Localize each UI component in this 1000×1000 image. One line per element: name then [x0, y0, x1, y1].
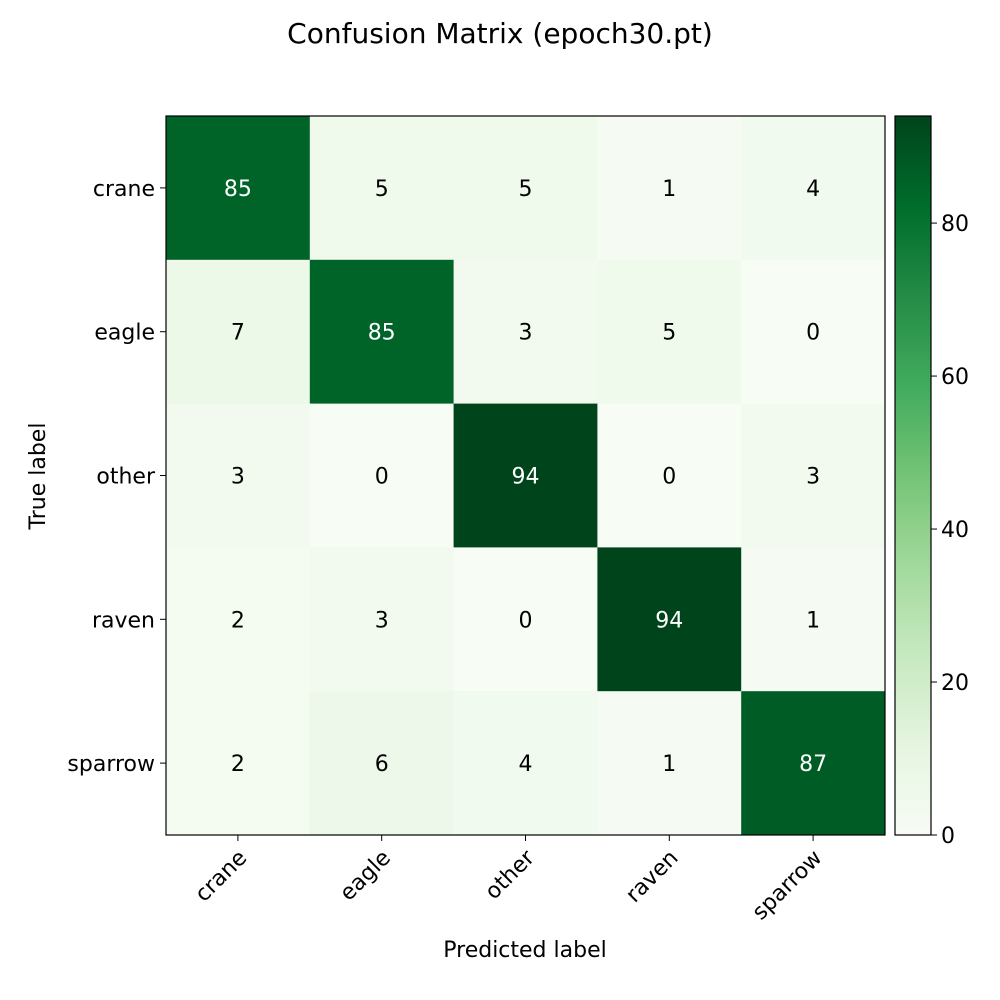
colorbar-tick-label: 80 [941, 212, 969, 237]
heatmap-cells [166, 116, 886, 836]
colorbar-ticks: 0 20 40 60 80 [931, 212, 969, 849]
heatmap-cell [166, 259, 311, 405]
heatmap-cell [453, 691, 598, 836]
cell-value-label: 87 [799, 752, 827, 777]
cell-value-label: 3 [806, 465, 820, 490]
heatmap-cell [453, 547, 598, 692]
y-tick-label: raven [92, 608, 155, 633]
heatmap-cell [166, 403, 311, 548]
colorbar [894, 115, 932, 836]
heatmap-cell [597, 547, 742, 692]
x-tick-label: other [481, 845, 541, 905]
cell-value-label: 94 [655, 608, 683, 633]
cell-value-label: 5 [519, 177, 533, 202]
cell-value-label: 3 [231, 465, 245, 490]
cell-value-label: 0 [662, 465, 676, 490]
x-tick-label: raven [621, 846, 683, 908]
heatmap-cell [309, 691, 455, 836]
x-tick-label: sparrow [748, 846, 828, 926]
heatmap-cell [309, 259, 455, 405]
colorbar-tick-label: 20 [941, 671, 969, 696]
cell-value-label: 4 [806, 177, 820, 202]
heatmap-cell [741, 116, 886, 261]
colorbar-tick-label: 0 [941, 824, 955, 849]
heatmap-cell [741, 403, 886, 548]
heatmap-cell [166, 547, 311, 692]
heatmap-cell [597, 259, 742, 405]
x-axis-ticks: crane eagle other raven sparrow [191, 835, 828, 926]
cell-value-label: 0 [519, 608, 533, 633]
heatmap-cell [309, 547, 455, 692]
cell-value-label: 1 [662, 752, 676, 777]
x-tick-label: eagle [335, 846, 396, 907]
y-tick-label: other [96, 465, 156, 490]
heatmap-cell [597, 403, 742, 548]
heatmap-cell [741, 259, 886, 405]
heatmap-cell [166, 691, 311, 836]
cell-value-label: 7 [231, 321, 245, 346]
heatmap-cell [597, 116, 742, 261]
cell-value-label: 0 [375, 465, 389, 490]
chart-title: Confusion Matrix (epoch30.pt) [287, 17, 713, 50]
heatmap-cell [166, 116, 311, 261]
heatmap-cell [741, 547, 886, 692]
y-axis-label: True label [26, 423, 51, 531]
x-tick-label: crane [191, 846, 253, 908]
heatmap-cell [309, 403, 455, 548]
colorbar-tick-label: 40 [941, 518, 969, 543]
heatmap-cell [309, 116, 455, 261]
y-tick-label: eagle [94, 321, 155, 346]
cell-value-label: 94 [512, 465, 540, 490]
y-tick-label: crane [93, 177, 155, 202]
cell-value-label: 85 [224, 177, 252, 202]
heatmap-cell [597, 691, 742, 836]
cell-value-label: 1 [662, 177, 676, 202]
cell-value-label: 2 [231, 608, 245, 633]
heatmap-cell [453, 116, 598, 261]
cell-value-label: 1 [806, 608, 820, 633]
cell-value-label: 4 [519, 752, 533, 777]
cell-value-label: 3 [375, 608, 389, 633]
cell-value-label: 5 [375, 177, 389, 202]
cell-value-label: 5 [662, 321, 676, 346]
y-tick-label: sparrow [67, 752, 155, 777]
y-axis-ticks: crane eagle other raven sparrow [67, 177, 166, 777]
cell-value-label: 0 [806, 321, 820, 346]
heatmap-cell [453, 259, 598, 405]
colorbar-tick-label: 60 [941, 365, 969, 390]
cell-value-label: 85 [368, 321, 396, 346]
heatmap-cell [453, 403, 598, 548]
cell-value-label: 2 [231, 752, 245, 777]
cell-value-label: 6 [375, 752, 389, 777]
cell-value-label: 3 [519, 321, 533, 346]
x-axis-label: Predicted label [443, 938, 606, 963]
heatmap-cell [741, 691, 886, 836]
heatmap-cell-labels: 85 5 5 1 4 7 85 3 5 0 3 0 94 0 3 2 3 0 94 1 2 6 4 1 87 [224, 177, 827, 777]
